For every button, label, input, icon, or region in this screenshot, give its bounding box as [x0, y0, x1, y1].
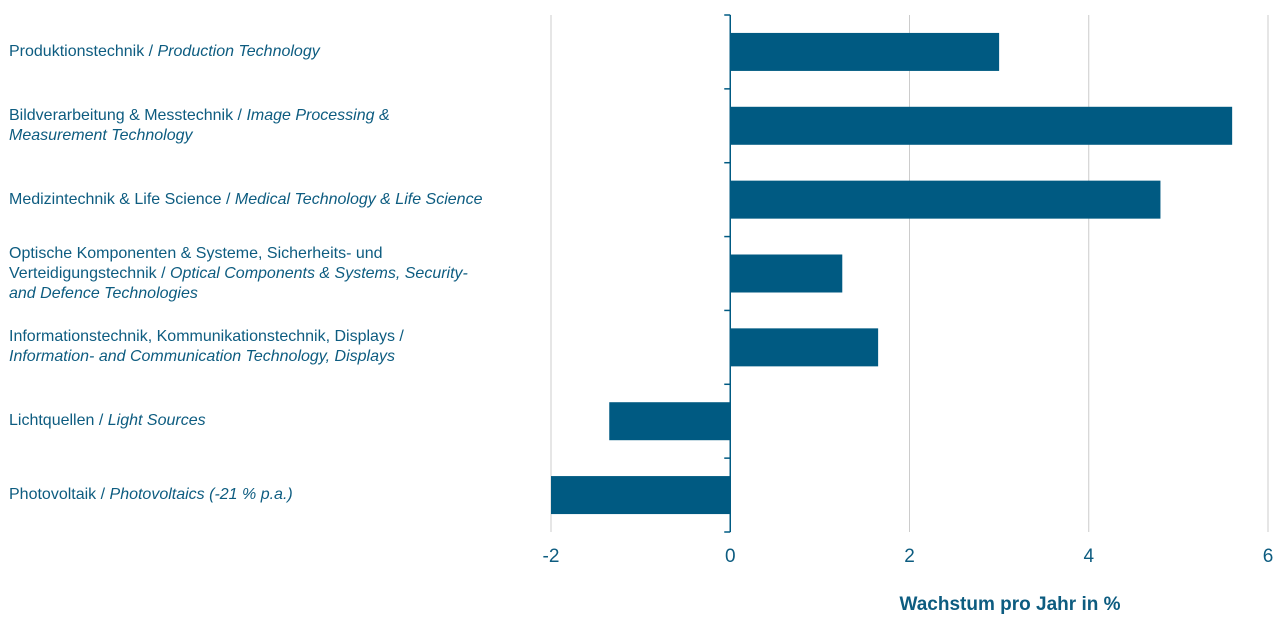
bar: [609, 402, 731, 441]
category-label-en: Production Technology: [157, 42, 320, 60]
x-tick-label: 4: [1083, 546, 1094, 567]
bar: [730, 32, 1000, 71]
x-tick-label: 6: [1263, 546, 1274, 567]
category-label: Informationstechnik, Kommunikationstechn…: [9, 327, 489, 367]
category-label: Bildverarbeitung & Messtechnik / Image P…: [9, 106, 489, 146]
category-label-de: Produktionstechnik /: [9, 42, 154, 60]
bar: [730, 106, 1233, 145]
category-label: Optische Komponenten & Systeme, Sicherhe…: [9, 244, 489, 304]
category-label-de: Photovoltaik /: [9, 486, 106, 504]
bar: [730, 254, 843, 293]
category-label: Lichtquellen / Light Sources: [9, 411, 489, 431]
x-tick-label: 0: [725, 546, 736, 567]
x-tick-label: -2: [543, 546, 560, 567]
category-label-en: Optical Components & Systems, Security- …: [9, 264, 468, 302]
category-label-de: Lichtquellen /: [9, 412, 104, 430]
category-label-de: Bildverarbeitung & Messtechnik /: [9, 106, 242, 124]
category-label-en: Photovoltaics (-21 % p.a.): [109, 486, 293, 504]
category-label: Medizintechnik & Life Science / Medical …: [9, 190, 489, 210]
x-axis-title: Wachstum pro Jahr in %: [900, 594, 1121, 615]
category-label-de: Optische Komponenten & Systeme, Sicherhe…: [9, 244, 383, 282]
bar: [730, 328, 879, 367]
category-label: Photovoltaik / Photovoltaics (-21 % p.a.…: [9, 485, 489, 505]
x-tick-label: 2: [904, 546, 915, 567]
category-label-de: Informationstechnik, Kommunikationstechn…: [9, 328, 404, 346]
bar: [730, 180, 1161, 219]
category-label-en: Information- and Communication Technolog…: [9, 348, 395, 366]
category-label-de: Medizintechnik & Life Science /: [9, 190, 231, 208]
category-label-en: Light Sources: [107, 412, 206, 430]
category-label: Produktionstechnik / Production Technolo…: [9, 42, 489, 62]
category-label-en: Image Processing & Measurement Technolog…: [9, 106, 390, 144]
category-label-en: Medical Technology & Life Science: [234, 190, 483, 208]
bar: [551, 476, 731, 515]
